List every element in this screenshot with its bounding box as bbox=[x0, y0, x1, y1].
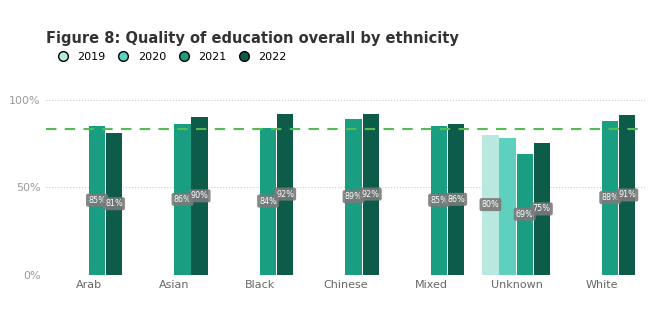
Text: 91%: 91% bbox=[619, 190, 636, 199]
Bar bbox=[89, 126, 105, 275]
Text: 81%: 81% bbox=[105, 199, 123, 208]
Bar bbox=[277, 114, 293, 275]
Bar bbox=[431, 126, 447, 275]
Text: 90%: 90% bbox=[191, 191, 209, 200]
Bar bbox=[191, 117, 208, 275]
Bar bbox=[619, 115, 636, 275]
Bar bbox=[602, 121, 619, 275]
Text: 92%: 92% bbox=[276, 190, 294, 198]
Text: 86%: 86% bbox=[174, 195, 191, 204]
Text: 69%: 69% bbox=[516, 210, 534, 219]
Bar bbox=[363, 114, 379, 275]
Bar bbox=[517, 154, 533, 275]
Text: 92%: 92% bbox=[362, 190, 380, 198]
Bar bbox=[534, 143, 550, 275]
Text: 89%: 89% bbox=[345, 192, 363, 201]
Text: Figure 8: Quality of education overall by ethnicity: Figure 8: Quality of education overall b… bbox=[46, 31, 459, 46]
Bar bbox=[345, 119, 362, 275]
Text: 84%: 84% bbox=[259, 197, 277, 206]
Bar bbox=[106, 133, 122, 275]
Bar bbox=[260, 128, 276, 275]
Bar bbox=[174, 124, 191, 275]
Bar bbox=[448, 124, 465, 275]
Text: 88%: 88% bbox=[601, 193, 619, 202]
Text: 75%: 75% bbox=[533, 204, 551, 213]
Legend: 2019, 2020, 2021, 2022: 2019, 2020, 2021, 2022 bbox=[51, 52, 287, 62]
Text: 86%: 86% bbox=[447, 195, 465, 204]
Text: 85%: 85% bbox=[88, 196, 106, 205]
Bar bbox=[482, 134, 499, 275]
Text: 80%: 80% bbox=[482, 200, 499, 209]
Text: 85%: 85% bbox=[430, 196, 448, 205]
Bar bbox=[499, 138, 516, 275]
